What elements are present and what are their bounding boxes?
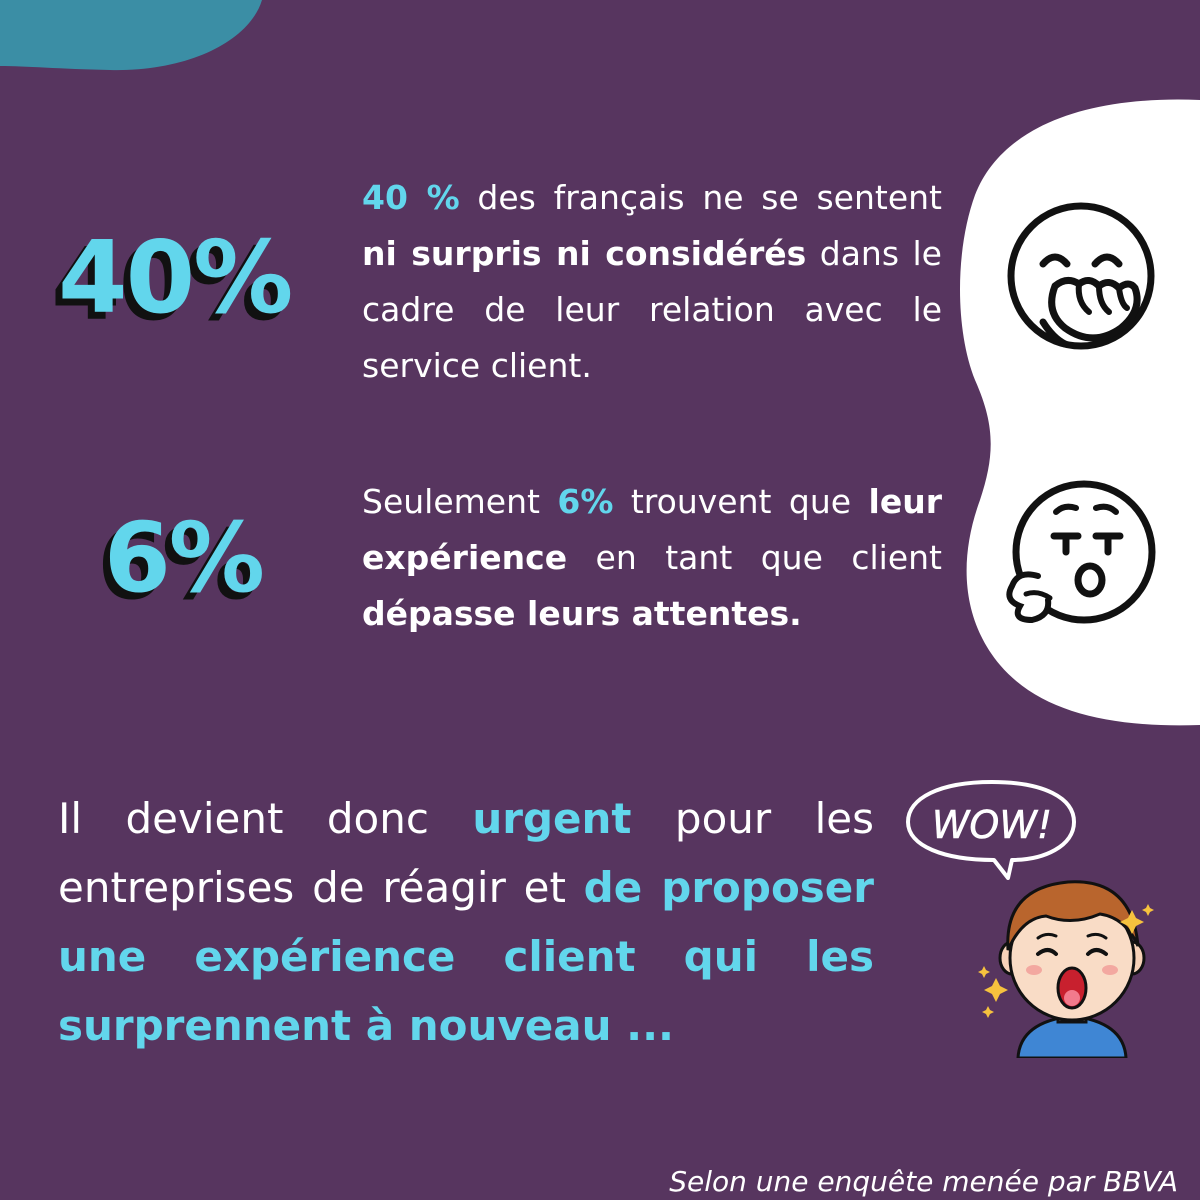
corner-blob [0,0,262,71]
surprised-boy-icon [978,880,1154,1058]
yawning-face-icon [1007,202,1155,350]
stat-6-text-c: en tant que client [567,538,942,577]
conclusion-text-a: Il devient donc [58,794,473,843]
conclusion-text-b: pour les entreprises de réagir et [58,794,874,912]
stat-6-text-a: Seulement [362,482,558,521]
conclusion-text: Il devient donc urgent pour les entrepri… [58,784,874,1060]
stat-6-description: Seulement 6% trouvent que leur expérienc… [362,474,942,642]
stat-6-text-b: trouvent que [613,482,869,521]
stat-40-percent: 40% [58,219,293,336]
sighing-face-icon [1006,480,1156,624]
stat-6-bold-b: dépasse leurs attentes. [362,594,802,633]
stat-40-bold: ni surpris ni considérés [362,234,807,273]
wow-text: WOW! [932,803,1052,847]
stat-40-description: 40 % des français ne se sentent ni surpr… [362,170,942,394]
stat-6-highlight: 6% [557,482,614,521]
source-note: Selon une enquête menée par BBVA [669,1165,1178,1198]
stat-40-highlight: 40 % [362,178,460,217]
speech-bubble: WOW! [906,780,1076,880]
conclusion-highlight-proposal: de proposer une expérience client qui le… [58,863,874,1050]
conclusion-highlight-urgent: urgent [472,794,632,843]
stat-40-text-b: dans le cadre de leur relation avec le s… [362,234,942,385]
stat-6-bold-a: leur expérience [362,482,942,577]
stat-6-percent: 6% [104,502,265,614]
stat-40-text-a: des français ne se sentent [459,178,942,217]
